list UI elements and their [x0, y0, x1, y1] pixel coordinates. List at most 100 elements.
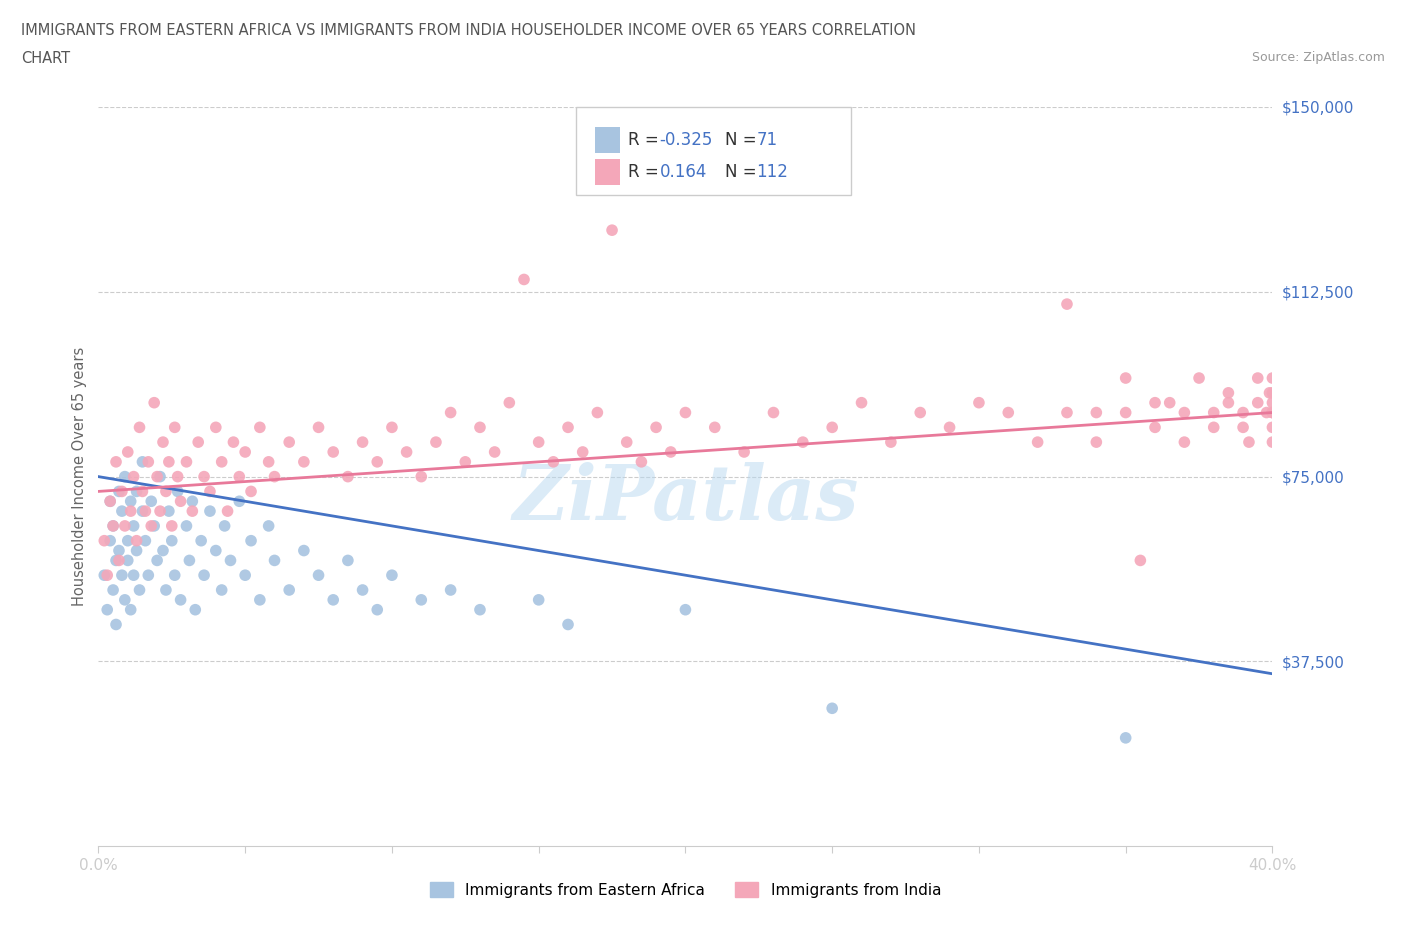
Point: [111, 484, 134, 498]
Point: [222, 434, 245, 449]
Point: [792, 434, 814, 449]
Point: [152, 543, 174, 558]
Point: [98, 494, 121, 509]
Text: Source: ZipAtlas.com: Source: ZipAtlas.com: [1251, 51, 1385, 64]
Point: [1144, 420, 1167, 435]
Point: [263, 469, 285, 484]
Point: [163, 567, 186, 582]
Point: [322, 592, 344, 607]
Point: [120, 504, 142, 519]
Text: R =: R =: [628, 131, 665, 150]
Point: [1129, 553, 1152, 568]
Point: [1056, 405, 1078, 420]
Point: [659, 445, 682, 459]
Point: [214, 519, 236, 534]
Point: [98, 494, 121, 509]
Point: [1202, 405, 1225, 420]
Point: [190, 533, 212, 548]
Point: [128, 420, 150, 435]
Point: [851, 395, 873, 410]
Point: [101, 519, 124, 534]
Point: [169, 592, 191, 607]
Point: [454, 455, 477, 470]
Text: ZiPatlas: ZiPatlas: [512, 462, 859, 536]
Point: [910, 405, 932, 420]
Point: [198, 484, 221, 498]
Point: [468, 420, 491, 435]
Point: [498, 395, 520, 410]
Point: [1115, 371, 1137, 386]
Point: [308, 567, 330, 582]
Point: [703, 420, 725, 435]
Point: [425, 434, 447, 449]
Point: [176, 455, 198, 470]
Point: [217, 504, 239, 519]
Point: [149, 504, 172, 519]
Point: [120, 603, 142, 618]
Point: [146, 469, 169, 484]
Point: [157, 504, 180, 519]
Point: [439, 405, 461, 420]
Point: [117, 553, 139, 568]
Point: [143, 519, 166, 534]
Point: [157, 455, 180, 470]
Point: [233, 567, 256, 582]
Text: CHART: CHART: [21, 51, 70, 66]
Point: [211, 582, 233, 597]
Point: [160, 533, 183, 548]
Text: N =: N =: [725, 163, 762, 181]
Point: [308, 420, 330, 435]
Point: [1026, 434, 1049, 449]
Point: [1261, 434, 1284, 449]
Point: [122, 519, 145, 534]
Point: [997, 405, 1019, 420]
Point: [120, 494, 142, 509]
Point: [1258, 385, 1281, 400]
Point: [292, 455, 315, 470]
Text: R =: R =: [628, 163, 665, 181]
Point: [111, 504, 134, 519]
Point: [111, 567, 134, 582]
Point: [249, 592, 271, 607]
Point: [1144, 395, 1167, 410]
Point: [125, 484, 148, 498]
Point: [105, 618, 128, 632]
Point: [163, 420, 186, 435]
Text: N =: N =: [725, 131, 762, 150]
Point: [557, 420, 579, 435]
Point: [96, 603, 118, 618]
Point: [114, 592, 136, 607]
Point: [149, 469, 172, 484]
Point: [117, 533, 139, 548]
Point: [292, 543, 315, 558]
Point: [108, 484, 131, 498]
Point: [205, 420, 228, 435]
Point: [152, 434, 174, 449]
Point: [228, 469, 250, 484]
Point: [155, 484, 177, 498]
Point: [1247, 371, 1270, 386]
Point: [880, 434, 903, 449]
Point: [411, 469, 433, 484]
Point: [1261, 405, 1284, 420]
Text: 71: 71: [756, 131, 778, 150]
Point: [1218, 385, 1240, 400]
Point: [513, 272, 536, 287]
Point: [219, 553, 242, 568]
Point: [675, 603, 697, 618]
Point: [117, 445, 139, 459]
Point: [131, 484, 153, 498]
Point: [821, 420, 844, 435]
Text: 0.164: 0.164: [659, 163, 707, 181]
Point: [1247, 395, 1270, 410]
Point: [468, 603, 491, 618]
Point: [557, 618, 579, 632]
Point: [1232, 405, 1254, 420]
Point: [1188, 371, 1211, 386]
Point: [179, 553, 201, 568]
Point: [1261, 395, 1284, 410]
Legend: Immigrants from Eastern Africa, Immigrants from India: Immigrants from Eastern Africa, Immigran…: [422, 874, 949, 905]
Point: [125, 533, 148, 548]
Point: [381, 420, 404, 435]
Point: [336, 469, 359, 484]
